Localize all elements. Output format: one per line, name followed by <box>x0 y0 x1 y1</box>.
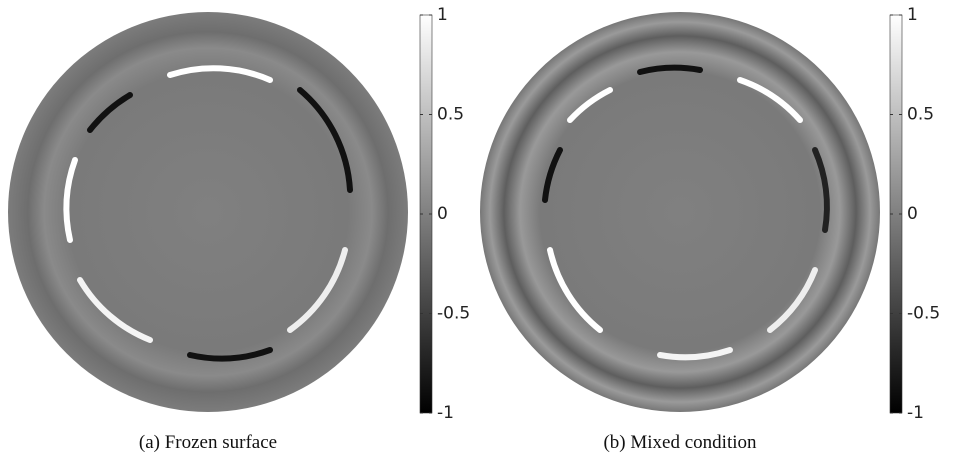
field-disc <box>480 12 880 412</box>
colorbar-tick-label: -0.5 <box>907 304 940 324</box>
colorbar-tick-label: 0.5 <box>907 105 934 125</box>
colorbar-tick-label: -1 <box>437 403 454 423</box>
colorbar-tick-label: 1 <box>437 5 448 25</box>
panel-a <box>8 12 408 412</box>
field-rings <box>63 65 353 362</box>
colorbar-tick-label: 0 <box>437 204 448 224</box>
colorbar-tick-label: 0.5 <box>437 105 464 125</box>
field-rings <box>542 64 830 361</box>
panel-b <box>480 12 880 412</box>
colorbar-tick-label: 0 <box>907 204 918 224</box>
colorbar-tick-label: 1 <box>907 5 918 25</box>
caption: (a) Frozen surface <box>139 432 277 453</box>
caption: (b) Mixed condition <box>603 432 757 453</box>
colorbar-tick-label: -1 <box>907 403 924 423</box>
colorbar-tick-label: -0.5 <box>437 304 470 324</box>
